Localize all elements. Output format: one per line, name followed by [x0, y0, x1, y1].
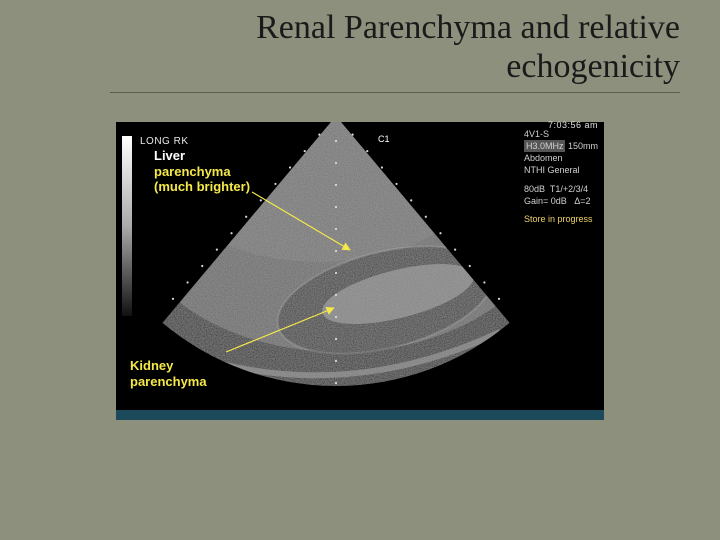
meta-param: T1/+2/3/4 — [550, 184, 588, 194]
anno-kidney: Kidney parenchyma — [130, 358, 207, 389]
anno-liver-l3: (much brighter) — [154, 179, 250, 194]
anno-liver: Liver parenchyma (much brighter) — [154, 148, 250, 195]
meta-freq: H3.0MHz — [524, 140, 566, 152]
title-line-2: echogenicity — [110, 47, 680, 86]
meta-probe: 4V1-S — [524, 128, 598, 140]
machine-meta: 4V1-S H3.0MHz 150mm Abdomen NTHI General… — [524, 128, 598, 225]
meta-preset1: Abdomen — [524, 152, 598, 164]
meta-preset2: NTHI General — [524, 164, 598, 176]
title-block: Renal Parenchyma and relative echogenici… — [110, 8, 680, 93]
meta-store: Store in progress — [524, 213, 598, 225]
ultrasound-footer-bar — [116, 410, 604, 420]
title-underline — [110, 92, 680, 93]
meta-db: 80dB — [524, 184, 545, 194]
ultrasound-frame: 7:03:56 am C1 LONG RK 4V1-S H3.0MHz 150m… — [116, 122, 604, 420]
anno-liver-l1: Liver — [154, 148, 185, 163]
anno-kidney-l2: parenchyma — [130, 374, 207, 389]
grayscale-bar — [122, 136, 132, 316]
anno-liver-l2: parenchyma — [154, 164, 231, 179]
meta-gain: Gain= 0dB — [524, 196, 567, 206]
anno-kidney-l1: Kidney — [130, 358, 173, 373]
title-line-1: Renal Parenchyma and relative — [110, 8, 680, 47]
meta-delta: Δ=2 — [574, 196, 590, 206]
meta-depth: 150mm — [568, 141, 598, 151]
